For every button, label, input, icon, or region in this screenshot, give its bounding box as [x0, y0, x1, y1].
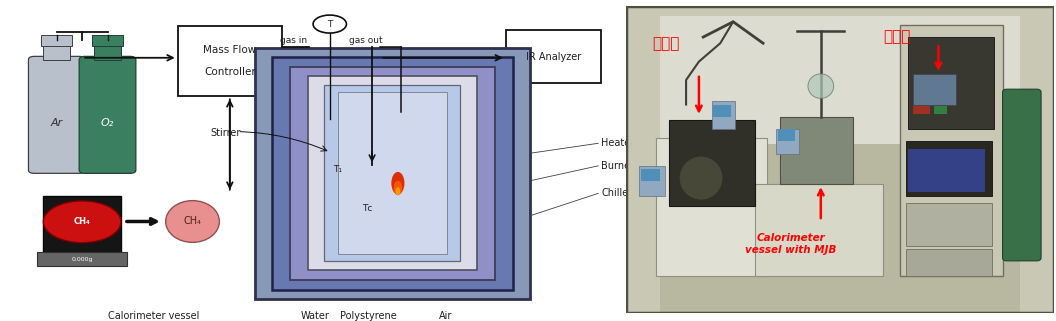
Text: Controller: Controller — [204, 66, 256, 77]
Bar — [43, 196, 121, 254]
Text: T: T — [327, 20, 333, 29]
FancyBboxPatch shape — [79, 56, 136, 173]
Text: Polystyrene: Polystyrene — [340, 311, 397, 321]
Text: Tᴄ: Tᴄ — [361, 204, 372, 213]
Bar — [338, 92, 448, 254]
Text: Burner: Burner — [601, 161, 635, 171]
Bar — [780, 117, 853, 184]
Text: Water: Water — [300, 311, 329, 321]
Bar — [256, 48, 530, 299]
Bar — [324, 85, 460, 261]
Bar — [639, 166, 664, 196]
Ellipse shape — [166, 201, 220, 242]
Bar — [641, 169, 660, 181]
Bar — [900, 25, 1002, 276]
Text: Air: Air — [439, 311, 453, 321]
Ellipse shape — [808, 74, 833, 99]
Circle shape — [313, 15, 346, 33]
Bar — [906, 141, 992, 196]
Text: IR Analyzer: IR Analyzer — [526, 52, 581, 62]
Bar — [289, 67, 495, 280]
FancyBboxPatch shape — [1002, 89, 1041, 261]
FancyBboxPatch shape — [29, 56, 86, 173]
Bar — [660, 16, 1020, 144]
Bar — [906, 203, 992, 246]
Text: 0.000g: 0.000g — [72, 257, 93, 262]
Bar — [177, 26, 282, 96]
Ellipse shape — [394, 181, 402, 195]
Bar — [935, 106, 947, 114]
Bar — [94, 46, 121, 60]
Bar — [906, 248, 992, 276]
Text: Stirrer: Stirrer — [210, 128, 241, 138]
Bar — [777, 129, 795, 141]
Text: CH₄: CH₄ — [184, 216, 202, 227]
Text: CH₄: CH₄ — [74, 217, 91, 226]
Bar — [41, 35, 73, 46]
Ellipse shape — [680, 157, 722, 200]
Text: Ar: Ar — [51, 118, 63, 128]
Text: 항온조: 항온조 — [652, 36, 679, 51]
Text: Heater: Heater — [601, 138, 635, 148]
Bar — [908, 37, 994, 129]
Bar — [908, 149, 985, 192]
Bar — [271, 57, 513, 290]
Bar — [37, 252, 127, 266]
Circle shape — [43, 201, 121, 243]
Text: T₁: T₁ — [333, 165, 342, 174]
Text: Calorimeter
vessel with MJB: Calorimeter vessel with MJB — [746, 233, 836, 255]
Text: Mass Flow: Mass Flow — [203, 45, 257, 56]
Text: 게측기: 게측기 — [883, 30, 910, 45]
Text: Chiller: Chiller — [601, 188, 633, 198]
Text: gas in: gas in — [281, 36, 307, 45]
Bar — [712, 101, 735, 129]
Bar — [92, 35, 124, 46]
Bar — [714, 105, 731, 117]
Bar — [506, 30, 601, 83]
Bar — [912, 74, 956, 105]
Ellipse shape — [392, 172, 404, 195]
Bar — [754, 184, 883, 276]
Bar — [660, 144, 1020, 313]
Bar — [776, 129, 799, 153]
Text: O₂: O₂ — [101, 118, 114, 128]
Bar — [670, 120, 754, 206]
Bar — [912, 106, 930, 114]
Text: Calorimeter vessel: Calorimeter vessel — [108, 311, 200, 321]
Bar — [656, 138, 768, 276]
Text: gas out: gas out — [348, 36, 382, 45]
Bar — [43, 46, 70, 60]
Bar — [307, 76, 477, 270]
Ellipse shape — [396, 187, 400, 195]
